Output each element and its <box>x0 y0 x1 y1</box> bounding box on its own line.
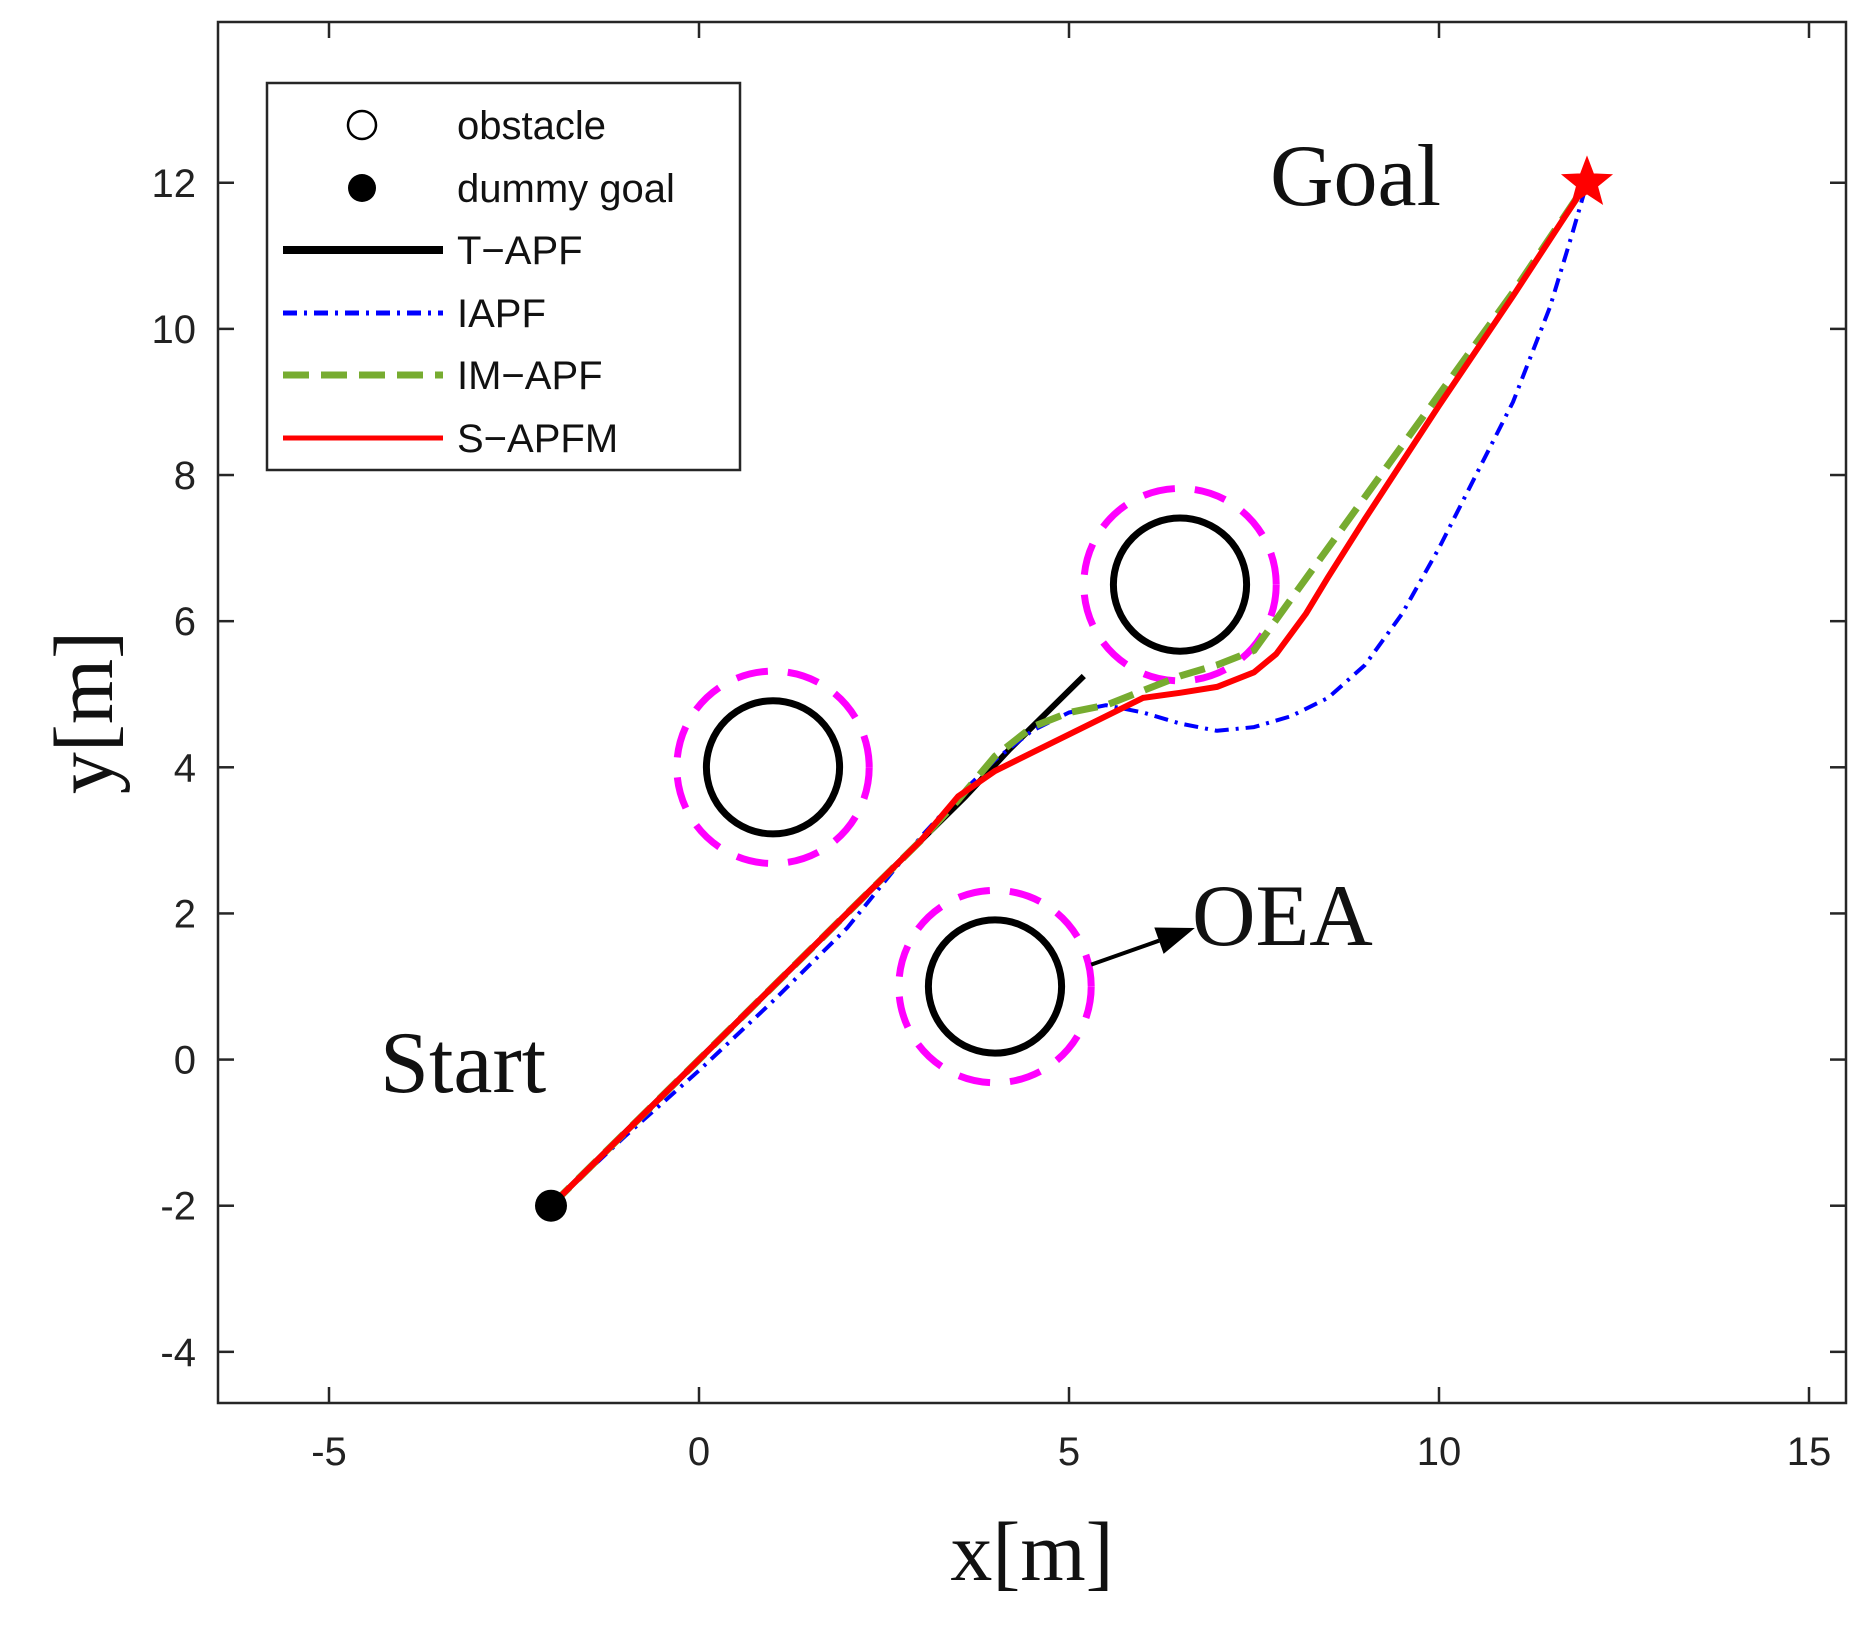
series-line-2 <box>549 182 1589 1208</box>
legend-label: IM−APF <box>457 354 603 398</box>
goal-star-marker <box>1560 155 1614 205</box>
legend-label: T−APF <box>457 229 583 273</box>
y-tick-label: 10 <box>152 308 197 352</box>
y-axis-title: y[m] <box>38 631 131 794</box>
annotations-layer: Start Goal OEA <box>380 128 1441 1112</box>
legend-label: IAPF <box>457 292 546 336</box>
legend-symbol-dummy-goal <box>348 174 376 202</box>
legend-label: dummy goal <box>457 167 675 211</box>
oea-ring-1 <box>673 667 873 868</box>
y-tick-label: 8 <box>174 454 196 498</box>
obstacle-3 <box>1109 514 1251 655</box>
x-tick-label: -5 <box>311 1430 347 1474</box>
x-tick-label: 10 <box>1417 1430 1462 1474</box>
series-line-4 <box>548 181 1590 1208</box>
x-tick-label: 0 <box>688 1430 710 1474</box>
series-layer <box>548 180 1590 1209</box>
y-tick-label: -2 <box>160 1185 196 1229</box>
oea-label: OEA <box>1192 868 1373 965</box>
x-tick-label: 5 <box>1058 1430 1080 1474</box>
oea-arrow-line <box>1090 938 1160 967</box>
y-tick-label: 2 <box>174 892 196 936</box>
y-tick-label: 0 <box>174 1039 196 1083</box>
y-tick-label: 12 <box>152 162 197 206</box>
markers-layer <box>535 155 1614 1222</box>
legend-label: S−APFM <box>457 417 618 461</box>
legend: obstacle dummy goal T−APF IAPF IM−APF S−APFM <box>265 81 742 472</box>
plot-area-frame <box>216 20 1848 1405</box>
start-dummy-goal-marker <box>535 1189 567 1222</box>
legend-symbol-obstacle <box>346 109 378 141</box>
obstacle-2 <box>924 916 1066 1057</box>
legend-label: obstacle <box>457 104 606 148</box>
obstacle-1 <box>702 697 844 838</box>
x-tick-label: 15 <box>1787 1430 1832 1474</box>
oea-ring-3 <box>1080 484 1280 685</box>
oea-arrow-head <box>1154 927 1195 954</box>
goal-label: Goal <box>1270 128 1441 225</box>
x-axis-title: x[m] <box>950 1506 1113 1599</box>
y-tick-label: -4 <box>160 1331 196 1375</box>
y-tick-label: 4 <box>174 746 196 790</box>
axes-layer: -5 0 5 10 15 -4 -2 0 2 4 6 8 10 12 x[m] y[m] <box>38 20 1848 1599</box>
start-label: Start <box>380 1015 546 1112</box>
obstacles-layer <box>673 484 1280 1087</box>
y-tick-label: 6 <box>174 600 196 644</box>
legend-box <box>265 81 742 472</box>
oea-ring-2 <box>895 886 1095 1087</box>
